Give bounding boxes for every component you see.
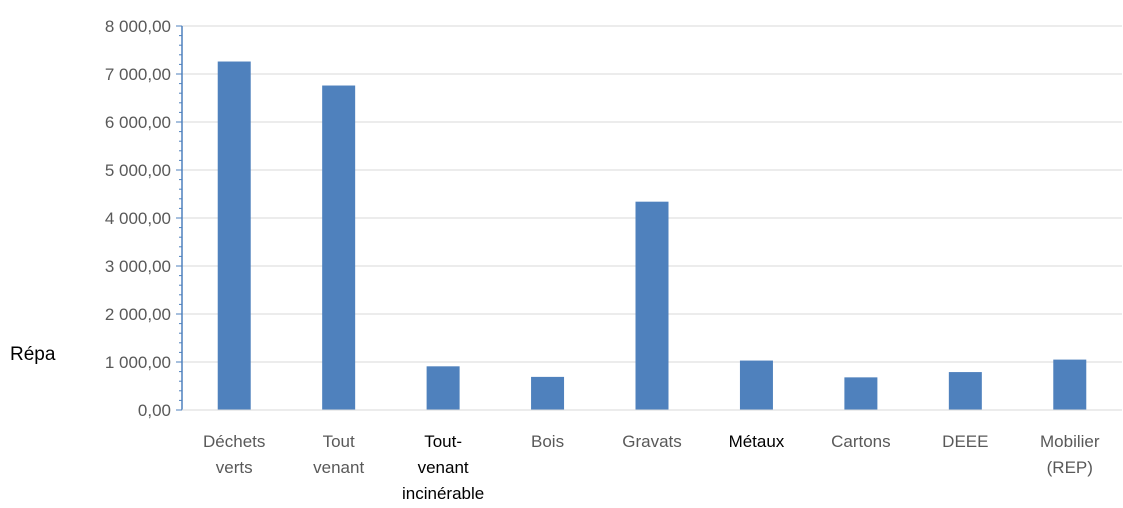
y-tick-label: 7 000,00 [105,65,171,84]
bar [739,360,773,410]
x-tick-label: DEEE [942,432,988,451]
y-tick-label: 4 000,00 [105,209,171,228]
x-tick-label: Bois [531,432,564,451]
y-tick-label: 6 000,00 [105,113,171,132]
y-tick-label: 1 000,00 [105,353,171,372]
x-tick-label: Déchets verts [203,432,265,477]
x-tick-label: Gravats [622,432,682,451]
bar [844,377,878,410]
bar [531,376,565,410]
axis-side-label: Répa [10,344,56,365]
y-tick-label: 5 000,00 [105,161,171,180]
x-tick-label: Cartons [831,432,891,451]
x-tick-labels: Déchets verts Tout venant Tout-venant incinér… [203,432,1100,503]
y-tick-label: 8 000,00 [105,17,171,36]
bar [948,372,982,410]
bar [1053,359,1087,410]
y-tick-label: 3 000,00 [105,257,171,276]
y-axis [176,25,1122,411]
y-tick-labels: 0,00 1 000,00 2 000,00 3 000,00 4 000,00 5 00… [105,17,171,420]
bar [426,366,460,410]
bar [635,201,669,410]
x-tick-label: Mobilier (REP) [1040,432,1100,477]
x-tick-label: Tout-venant incinérable [402,432,484,503]
x-tick-label: Métaux [729,432,785,451]
bars [217,61,1087,411]
bar [217,61,251,411]
y-tick-label: 2 000,00 [105,305,171,324]
x-tick-label: Tout venant [313,432,364,477]
bar [322,85,356,411]
y-tick-label: 0,00 [138,401,171,420]
